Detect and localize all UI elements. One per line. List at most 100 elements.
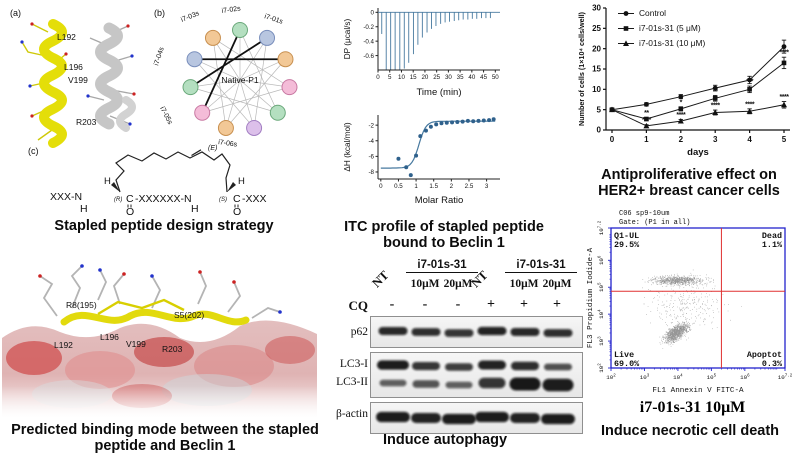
blot-band bbox=[511, 361, 539, 371]
gray-helix-ribbon bbox=[95, 22, 123, 130]
blot-band bbox=[379, 379, 407, 387]
y-tick-label: 5 bbox=[597, 105, 602, 114]
panel-a-tag: (a) bbox=[10, 8, 21, 18]
h-stereo-r: H bbox=[104, 176, 111, 187]
itc-thermogram-chart: 0 -0.2 -0.4 -0.6 0 5 10 15 20 25 30 35 40 45 50 DP (μca… bbox=[343, 8, 500, 98]
marker-square bbox=[623, 26, 629, 31]
x-tick-label: 50 bbox=[492, 74, 499, 81]
blot-band bbox=[541, 413, 575, 425]
binding-label: R8(195) bbox=[66, 300, 97, 310]
binding-label: R203 bbox=[162, 344, 183, 354]
x-tick-label: 3 bbox=[713, 135, 718, 144]
marker-triangle bbox=[677, 117, 684, 124]
x-axis-title: Molar Ratio bbox=[415, 195, 464, 206]
y-axis-title: DP (μcal/s) bbox=[343, 18, 352, 59]
significance-marker: **** bbox=[780, 94, 790, 101]
y-tick-label: -0.2 bbox=[363, 24, 374, 31]
h-under-n2: H bbox=[191, 203, 199, 215]
data-point bbox=[418, 134, 423, 139]
gray-helix-ribbon-2 bbox=[116, 96, 136, 132]
quadrant-apoptotic-label: Apoptot bbox=[747, 350, 782, 360]
binding-labels: R8(195) S5(202) L192 L196 V199 R203 bbox=[54, 300, 204, 354]
caption-binding-mode: Predicted binding mode between the stapl… bbox=[11, 422, 319, 455]
cq-value: + bbox=[520, 297, 528, 312]
wheel-web-chord bbox=[190, 86, 278, 114]
marker-triangle bbox=[643, 122, 650, 129]
significance-marker: * bbox=[680, 99, 683, 106]
marker-square bbox=[644, 116, 649, 122]
fit-curve bbox=[380, 120, 496, 169]
formula: XXX-N H H (R) C O -XXXXXX-N H H (S) C O … bbox=[50, 176, 267, 218]
cq-value: + bbox=[553, 297, 561, 312]
data-point bbox=[487, 118, 492, 123]
panel-c-tag: (c) bbox=[28, 146, 39, 156]
wheel-residue-circle bbox=[269, 104, 286, 121]
x-tick-label: 2.5 bbox=[465, 183, 474, 190]
staple-label: i7-01s bbox=[263, 13, 284, 26]
itc-isotherm-chart: -2 -4 -6 -8 0 0.5 1 1.5 2 2.5 3 ΔH (kcal/mol) Molar … bbox=[343, 115, 500, 206]
helix-residue-labels: L192 L196 V199 R203 bbox=[57, 32, 97, 127]
blot-band bbox=[510, 412, 540, 424]
x-tick-label: 1 bbox=[414, 183, 418, 190]
data-point bbox=[428, 124, 433, 129]
data-point bbox=[481, 118, 486, 123]
blot-row-label-lc3ii: LC3-II bbox=[336, 376, 368, 388]
blot-band bbox=[475, 411, 509, 423]
data-point bbox=[471, 119, 476, 124]
x-tick-label: 1 bbox=[644, 135, 649, 144]
c2: C bbox=[233, 193, 241, 205]
x-tick-label: 0.5 bbox=[394, 183, 403, 190]
o2: O bbox=[233, 206, 241, 218]
staple-label: i7-03s bbox=[180, 10, 201, 24]
significance-marker: ** bbox=[644, 110, 649, 117]
cq-label: CQ bbox=[348, 298, 369, 313]
wheel-web-chord bbox=[239, 29, 279, 113]
quadrant-q1ul-value: 29.5% bbox=[614, 240, 640, 250]
blot-band bbox=[444, 329, 474, 337]
marker-circle bbox=[623, 11, 629, 16]
peptide-atom-dots bbox=[38, 264, 282, 314]
marker-triangle bbox=[623, 40, 629, 46]
quadrant-live-value: 69.0% bbox=[614, 359, 640, 369]
seq-left: XXX-N bbox=[50, 191, 82, 203]
staple-label: i7-02s bbox=[221, 5, 241, 15]
marker-square bbox=[678, 106, 684, 112]
blot-band bbox=[478, 377, 506, 389]
marker-circle bbox=[747, 77, 752, 83]
log-tick-label: 105 bbox=[598, 282, 605, 292]
wheel-residue-circle bbox=[186, 51, 203, 68]
h-under-n1: H bbox=[80, 203, 88, 215]
y-tick-label: -8 bbox=[368, 169, 374, 176]
log-tick-label: 105 bbox=[707, 374, 717, 381]
flow-header-2: Gate: (P1 in all) bbox=[619, 219, 690, 227]
log-tick-label: 103 bbox=[640, 374, 650, 381]
marker-square bbox=[781, 60, 787, 66]
wedge-bond-s bbox=[227, 182, 236, 192]
h-stereo-s: H bbox=[238, 176, 245, 187]
wheel-residue-circle bbox=[217, 119, 234, 136]
data-point bbox=[439, 121, 444, 126]
x-tick-label: 0 bbox=[610, 135, 615, 144]
blot-band bbox=[411, 328, 441, 336]
blot-band bbox=[542, 378, 574, 392]
data-point bbox=[491, 117, 496, 122]
y-tick-label: 30 bbox=[592, 4, 601, 13]
y-tick-label: 0 bbox=[597, 126, 602, 135]
blot-band bbox=[509, 377, 541, 391]
caption-antiproliferative: Antiproliferative effect on HER2+ breast… bbox=[598, 167, 780, 200]
proliferation-chart: 0 5 10 15 20 25 30 0 1 2 3 4 5 days Number of cells (1… bbox=[577, 4, 790, 158]
x-tick-label: 40 bbox=[468, 74, 475, 81]
wedge-bond-r bbox=[111, 182, 120, 192]
quadrant-dead-value: 1.1% bbox=[762, 240, 783, 250]
y-axis-title: ΔH (kcal/mol) bbox=[343, 122, 352, 171]
data-point bbox=[404, 165, 409, 170]
data-point bbox=[455, 120, 460, 125]
log-tick-label: 107.2 bbox=[778, 374, 793, 381]
x-tick-label: 0 bbox=[379, 183, 383, 190]
double-bonds bbox=[127, 204, 239, 208]
wheel-residue-circle bbox=[277, 51, 294, 68]
y-axis-title: FL3 Propidium Iodide-A bbox=[587, 247, 595, 348]
stapled-peptide-ribbon bbox=[60, 308, 250, 326]
chemistry-panel: (c) (E) XXX-N H H (R) C O -XXXXXX-N H H … bbox=[28, 145, 267, 218]
